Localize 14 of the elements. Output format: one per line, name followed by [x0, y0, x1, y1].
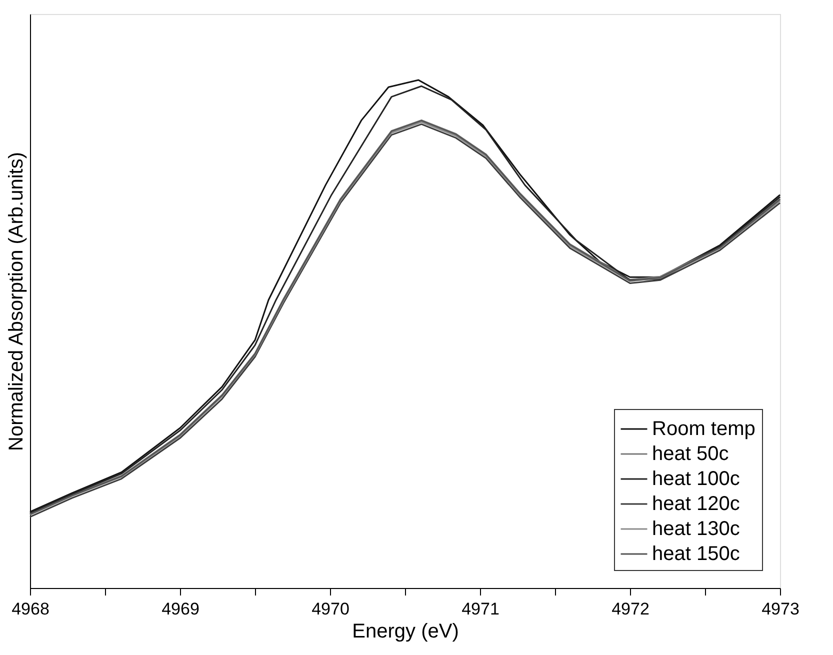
x-tick-label: 4972	[612, 600, 650, 618]
x-axis-title: Energy (eV)	[352, 620, 459, 642]
x-tick-label: 4969	[162, 600, 200, 618]
legend-label: Room temp	[652, 418, 756, 440]
x-tick-label: 4973	[762, 600, 800, 618]
x-tick-label: 4971	[462, 600, 500, 618]
x-tick-label: 4968	[12, 600, 50, 618]
legend-label: heat 100c	[652, 468, 740, 490]
y-axis-title: Normalized Absorption (Arb.units)	[6, 152, 28, 452]
legend-label: heat 150c	[652, 543, 740, 565]
legend-label: heat 120c	[652, 493, 740, 515]
legend-label: heat 130c	[652, 518, 740, 540]
x-tick-label: 4970	[312, 600, 350, 618]
legend-label: heat 50c	[652, 443, 729, 465]
